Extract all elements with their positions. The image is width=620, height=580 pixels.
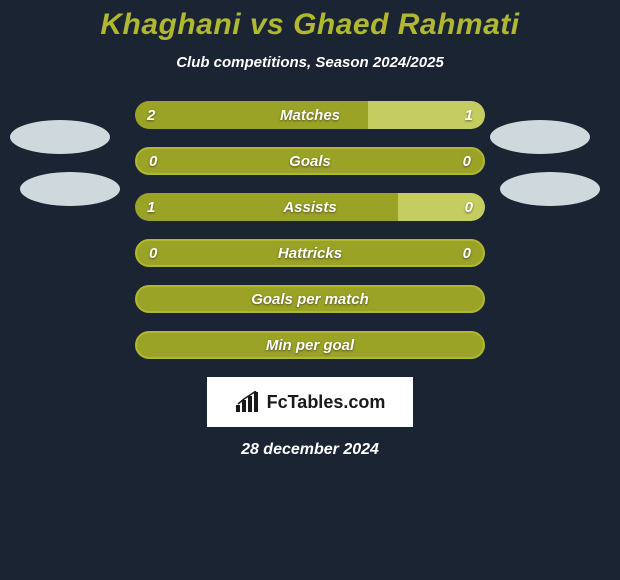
subtitle: Club competitions, Season 2024/2025 [0, 54, 620, 71]
stat-row: Min per goal [135, 331, 485, 359]
brand-text: FcTables.com [267, 392, 386, 413]
stat-value-right: 1 [453, 101, 485, 129]
stat-value-left: 1 [135, 193, 167, 221]
stat-label: Goals [137, 149, 483, 173]
player-left-avatar [10, 120, 110, 154]
stat-row: Goals0 0 [135, 147, 485, 175]
stat-value-right: 0 [451, 241, 483, 265]
stat-value-right: 0 [453, 193, 485, 221]
player-left-avatar-2 [20, 172, 120, 206]
stat-row: Matches2 1 [135, 101, 485, 129]
stat-row: Hattricks0 0 [135, 239, 485, 267]
stat-label: Matches [135, 101, 485, 129]
bar-chart-icon [235, 391, 261, 413]
player-right-avatar-2 [500, 172, 600, 206]
page-title: Khaghani vs Ghaed Rahmati [0, 0, 620, 42]
stat-label: Goals per match [137, 287, 483, 311]
stat-row: Assists1 0 [135, 193, 485, 221]
stat-row: Goals per match [135, 285, 485, 313]
stat-label: Assists [135, 193, 485, 221]
player-right-avatar [490, 120, 590, 154]
comparison-card: Khaghani vs Ghaed Rahmati Club competiti… [0, 0, 620, 580]
stat-value-right: 0 [451, 149, 483, 173]
stat-value-left: 0 [137, 241, 169, 265]
stat-label: Min per goal [137, 333, 483, 357]
date-text: 28 december 2024 [0, 441, 620, 459]
brand-box: FcTables.com [207, 377, 413, 427]
stat-value-left: 0 [137, 149, 169, 173]
stat-value-left: 2 [135, 101, 167, 129]
stat-label: Hattricks [137, 241, 483, 265]
